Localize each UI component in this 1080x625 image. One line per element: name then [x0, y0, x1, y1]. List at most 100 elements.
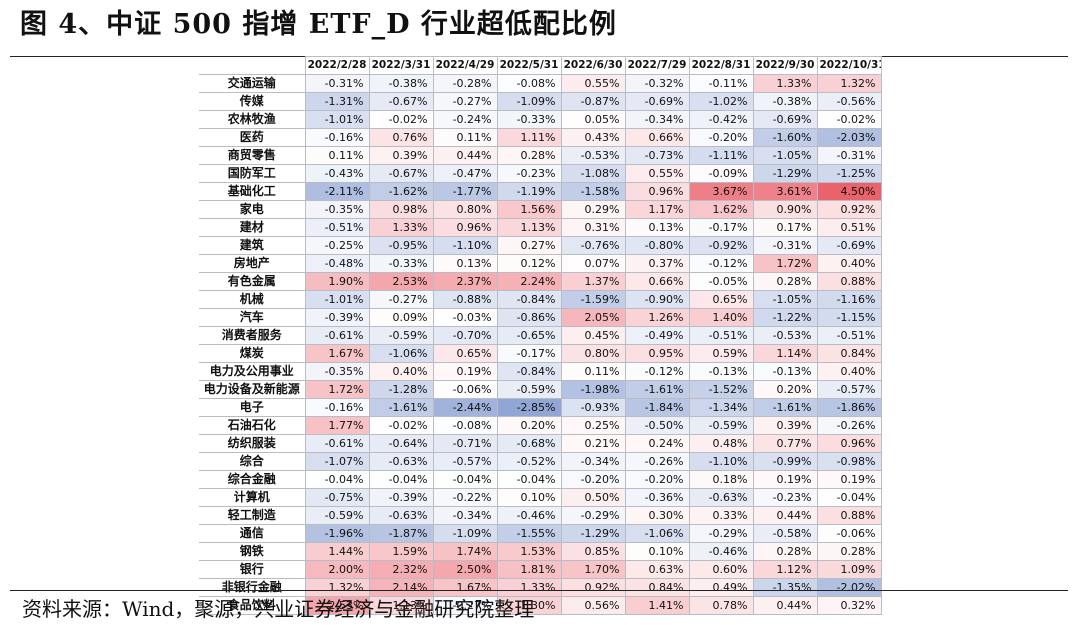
- weight-cell: -0.29%: [560, 506, 626, 525]
- industry-label: 建筑: [199, 236, 306, 255]
- weight-cell: 2.05%: [560, 308, 626, 327]
- weight-cell: -0.69%: [752, 110, 818, 129]
- table-row: 轻工制造 -0.59% -0.63% -0.34% -0.46% -0.29% 0.30% 0…: [199, 506, 882, 525]
- weight-cell: -0.49%: [624, 326, 690, 345]
- weight-cell: 0.18%: [688, 470, 754, 489]
- weight-cell: 0.96%: [816, 434, 882, 453]
- weight-cell: -0.58%: [752, 524, 818, 543]
- industry-label: 综合金融: [199, 470, 306, 489]
- weight-cell: -0.38%: [752, 92, 818, 111]
- weight-cell: -0.05%: [688, 272, 754, 291]
- weight-cell: -2.44%: [432, 398, 498, 417]
- weight-cell: -1.01%: [304, 110, 370, 129]
- source-note: 资料来源：Wind，聚源，兴业证券经济与金融研究院整理: [22, 597, 535, 621]
- weight-cell: 0.84%: [816, 344, 882, 363]
- weight-cell: -0.84%: [496, 362, 562, 381]
- date-header: 2022/3/31: [368, 56, 434, 75]
- weight-cell: 1.72%: [752, 254, 818, 273]
- weight-cell: -0.53%: [560, 146, 626, 165]
- industry-label: 农林牧渔: [199, 110, 306, 129]
- industry-label: 石油石化: [199, 416, 306, 435]
- weight-cell: -0.35%: [304, 200, 370, 219]
- industry-weight-table-container: 2022/2/28 2022/3/31 2022/4/29 2022/5/31 …: [199, 56, 882, 615]
- weight-cell: -0.12%: [688, 254, 754, 273]
- table-row: 国防军工 -0.43% -0.67% -0.47% -0.23% -1.08% 0.55% -…: [199, 164, 882, 183]
- table-row: 交通运输 -0.31% -0.38% -0.28% -0.08% 0.55% -0.32% -…: [199, 74, 882, 93]
- weight-cell: 0.43%: [560, 128, 626, 147]
- weight-cell: -0.06%: [816, 524, 882, 543]
- date-header: 2022/5/31: [496, 56, 562, 75]
- date-header: 2022/8/31: [688, 56, 754, 75]
- weight-cell: 1.40%: [688, 308, 754, 327]
- weight-cell: 1.77%: [304, 416, 370, 435]
- weight-cell: -0.13%: [752, 362, 818, 381]
- weight-cell: -1.16%: [816, 290, 882, 309]
- weight-cell: 1.74%: [432, 542, 498, 561]
- weight-cell: 1.41%: [624, 596, 690, 615]
- weight-cell: 0.48%: [688, 434, 754, 453]
- weight-cell: -1.11%: [688, 146, 754, 165]
- weight-cell: -0.23%: [752, 488, 818, 507]
- weight-cell: -0.92%: [688, 236, 754, 255]
- weight-cell: -0.57%: [816, 380, 882, 399]
- weight-cell: 0.24%: [624, 434, 690, 453]
- weight-cell: 0.45%: [560, 326, 626, 345]
- weight-cell: 0.39%: [752, 416, 818, 435]
- date-header: 2022/10/31: [816, 56, 882, 75]
- weight-cell: -0.31%: [304, 74, 370, 93]
- weight-cell: -1.84%: [624, 398, 690, 417]
- weight-cell: -0.93%: [560, 398, 626, 417]
- table-row: 有色金属 1.90% 2.53% 2.37% 2.24% 1.37% 0.66% -0.05%…: [199, 272, 882, 291]
- weight-cell: -0.26%: [816, 416, 882, 435]
- weight-cell: -1.52%: [688, 380, 754, 399]
- weight-cell: 1.26%: [624, 308, 690, 327]
- weight-cell: 1.72%: [304, 380, 370, 399]
- date-header: 2022/6/30: [560, 56, 626, 75]
- weight-cell: -1.19%: [496, 182, 562, 201]
- weight-cell: 0.77%: [752, 434, 818, 453]
- weight-cell: -0.57%: [432, 452, 498, 471]
- table-row: 银行 2.00% 2.32% 2.50% 1.81% 1.70% 0.63% 0.60% 1.1…: [199, 560, 882, 579]
- weight-cell: -1.09%: [432, 524, 498, 543]
- weight-cell: 0.19%: [432, 362, 498, 381]
- weight-cell: 0.17%: [752, 218, 818, 237]
- bottom-rule: [10, 590, 1068, 591]
- weight-cell: 1.12%: [752, 560, 818, 579]
- weight-cell: -0.28%: [432, 74, 498, 93]
- weight-cell: -0.63%: [368, 506, 434, 525]
- weight-cell: -0.88%: [432, 290, 498, 309]
- weight-cell: 0.56%: [560, 596, 626, 615]
- weight-cell: 1.90%: [304, 272, 370, 291]
- weight-cell: 1.70%: [560, 560, 626, 579]
- weight-cell: -0.95%: [368, 236, 434, 255]
- weight-cell: -0.53%: [752, 326, 818, 345]
- weight-cell: -1.29%: [560, 524, 626, 543]
- industry-label: 消费者服务: [199, 326, 306, 345]
- weight-cell: -0.17%: [688, 218, 754, 237]
- table-row: 机械 -1.01% -0.27% -0.88% -0.84% -1.59% -0.90% 0.…: [199, 290, 882, 309]
- weight-cell: -1.87%: [368, 524, 434, 543]
- weight-cell: 2.53%: [304, 596, 370, 615]
- weight-cell: 0.40%: [368, 362, 434, 381]
- weight-cell: -1.09%: [496, 92, 562, 111]
- weight-cell: -0.69%: [816, 236, 882, 255]
- weight-cell: -0.43%: [304, 164, 370, 183]
- weight-cell: -0.47%: [432, 164, 498, 183]
- weight-cell: -0.34%: [432, 506, 498, 525]
- weight-cell: -0.61%: [304, 434, 370, 453]
- weight-cell: 2.14%: [368, 578, 434, 597]
- weight-cell: 0.40%: [816, 362, 882, 381]
- weight-cell: 1.56%: [496, 200, 562, 219]
- weight-cell: 0.19%: [752, 470, 818, 489]
- weight-cell: -0.31%: [816, 146, 882, 165]
- weight-cell: -0.02%: [816, 110, 882, 129]
- weight-cell: -1.35%: [752, 578, 818, 597]
- weight-cell: 0.80%: [560, 344, 626, 363]
- weight-cell: 1.81%: [496, 560, 562, 579]
- weight-cell: -0.39%: [368, 488, 434, 507]
- weight-cell: 0.09%: [368, 308, 434, 327]
- weight-cell: -0.84%: [496, 290, 562, 309]
- weight-cell: -0.76%: [560, 236, 626, 255]
- weight-cell: 0.11%: [304, 146, 370, 165]
- weight-cell: -0.50%: [624, 416, 690, 435]
